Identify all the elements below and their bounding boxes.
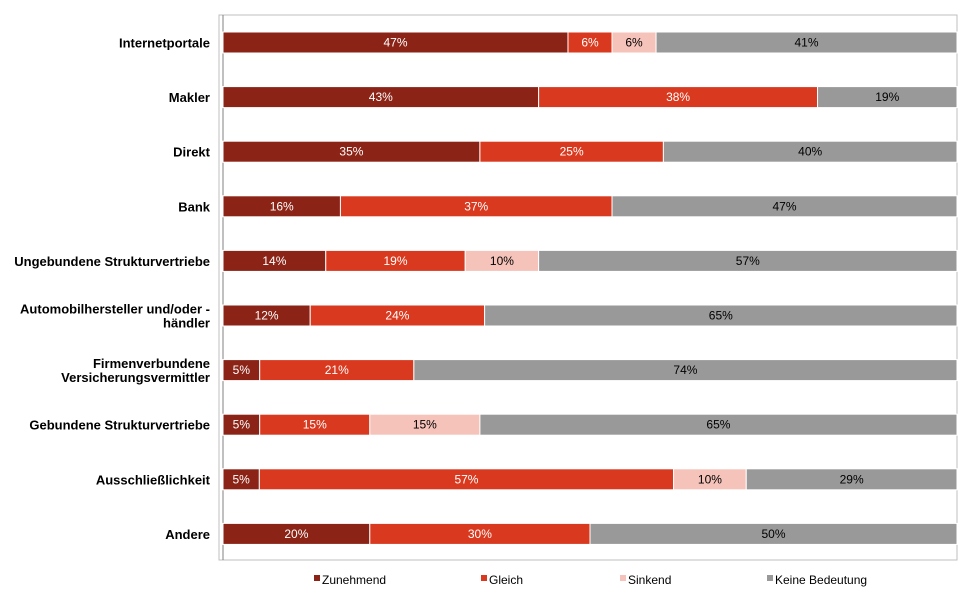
legend-label: Keine Bedeutung [775, 573, 867, 587]
legend-swatch [620, 575, 626, 581]
category-label: Andere [165, 527, 210, 542]
legend-label: Sinkend [628, 573, 671, 587]
data-label: 47% [772, 199, 796, 213]
data-label: 38% [666, 90, 690, 104]
data-label: 41% [795, 36, 819, 50]
legend-swatch [767, 575, 773, 581]
bar-segment-keine-bedeutung [589, 522, 958, 545]
data-label: 5% [232, 472, 250, 486]
bar-segment-keine-bedeutung [484, 304, 958, 327]
data-label: 6% [581, 36, 599, 50]
bar-segment-keine-bedeutung [655, 31, 958, 54]
category-label: Direkt [173, 145, 211, 160]
data-label: 40% [798, 145, 822, 159]
data-label: 30% [468, 527, 492, 541]
bar-segment-keine-bedeutung [413, 359, 958, 382]
data-label: 25% [560, 145, 584, 159]
data-label: 47% [383, 36, 407, 50]
data-label: 43% [369, 90, 393, 104]
data-label: 37% [464, 199, 488, 213]
data-label: 15% [303, 418, 327, 432]
data-label: 29% [840, 472, 864, 486]
category-label: Ausschließlichkeit [96, 472, 211, 487]
bars-group: 47% 6% 6% 41% 43% 38% 19% 35% 25% 40% 16% 37% 47% 14%… [222, 31, 958, 545]
legend-item-keine-bedeutung: Keine Bedeutung [767, 573, 867, 587]
data-label: 5% [233, 363, 251, 377]
data-label: 50% [761, 527, 785, 541]
category-label: Ungebundene Strukturvertriebe [14, 254, 210, 269]
data-label: 57% [736, 254, 760, 268]
legend-item-sinkend: Sinkend [620, 573, 671, 587]
legend-item-gleich: Gleich [481, 573, 523, 587]
legend-label: Zunehmend [322, 573, 386, 587]
bar-segment-keine-bedeutung [662, 140, 958, 163]
bar-segment-keine-bedeutung [745, 468, 958, 491]
data-label: 15% [413, 418, 437, 432]
category-label: Firmenverbundene [93, 356, 210, 371]
category-label: Automobilhersteller und/oder - [20, 302, 210, 317]
data-label: 65% [706, 418, 730, 432]
legend-swatch [314, 575, 320, 581]
data-label: 12% [255, 309, 279, 323]
legend-item-zunehmend: Zunehmend [314, 573, 386, 587]
category-label: Versicherungsvermittler [61, 370, 210, 385]
category-label: händler [163, 316, 210, 331]
legend: Zunehmend Gleich Sinkend Keine Bedeutung [314, 573, 867, 587]
data-label: 16% [270, 199, 294, 213]
data-label: 57% [454, 472, 478, 486]
category-label: Bank [178, 199, 211, 214]
plot-area-frame [218, 14, 958, 561]
data-label: 35% [339, 145, 363, 159]
category-label: Gebundene Strukturvertriebe [29, 418, 210, 433]
bar-segment-keine-bedeutung [479, 413, 958, 436]
data-label: 20% [284, 527, 308, 541]
category-labels: Internetportale Makler Direkt Bank Ungebunde… [14, 36, 211, 542]
bar-segment-keine-bedeutung [538, 249, 958, 272]
data-label: 14% [262, 254, 286, 268]
data-label: 6% [625, 36, 643, 50]
category-label: Internetportale [119, 36, 210, 51]
data-label: 21% [325, 363, 349, 377]
data-label: 65% [709, 309, 733, 323]
legend-label: Gleich [489, 573, 523, 587]
bar-segment-keine-bedeutung [611, 195, 958, 218]
category-label: Makler [169, 90, 210, 105]
data-label: 5% [233, 418, 251, 432]
legend-swatch [481, 575, 487, 581]
data-label: 74% [673, 363, 697, 377]
data-label: 24% [385, 309, 409, 323]
bar-segment-keine-bedeutung [817, 86, 958, 109]
data-label: 10% [698, 472, 722, 486]
data-label: 19% [875, 90, 899, 104]
data-label: 19% [383, 254, 407, 268]
data-label: 10% [490, 254, 514, 268]
